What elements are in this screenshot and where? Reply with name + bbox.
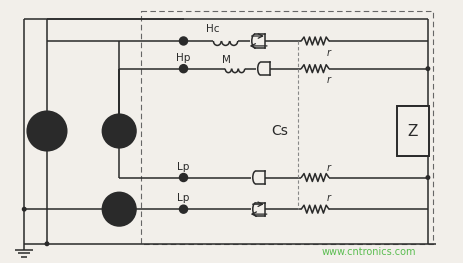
Text: A: A <box>115 199 121 209</box>
Circle shape <box>180 174 188 181</box>
Bar <box>397 106 429 156</box>
Text: r: r <box>327 193 331 203</box>
Circle shape <box>180 205 188 213</box>
Circle shape <box>425 66 431 71</box>
Circle shape <box>425 175 431 180</box>
Text: Lp: Lp <box>177 193 190 203</box>
Circle shape <box>180 65 188 73</box>
Text: Cs: Cs <box>271 124 288 138</box>
Text: www.cntronics.com: www.cntronics.com <box>321 247 416 257</box>
Circle shape <box>180 37 188 45</box>
Text: M: M <box>222 55 231 65</box>
Text: Lp: Lp <box>177 162 190 172</box>
Text: Z: Z <box>408 124 418 139</box>
Circle shape <box>102 114 136 148</box>
Circle shape <box>44 241 50 246</box>
Circle shape <box>27 111 67 151</box>
Circle shape <box>22 207 27 212</box>
Text: Hp: Hp <box>176 53 191 63</box>
Text: Hc: Hc <box>206 24 220 34</box>
Text: r: r <box>327 48 331 58</box>
Bar <box>141 11 433 244</box>
Circle shape <box>102 192 136 226</box>
Text: V: V <box>115 121 121 131</box>
Text: r: r <box>327 163 331 173</box>
Text: r: r <box>327 74 331 84</box>
